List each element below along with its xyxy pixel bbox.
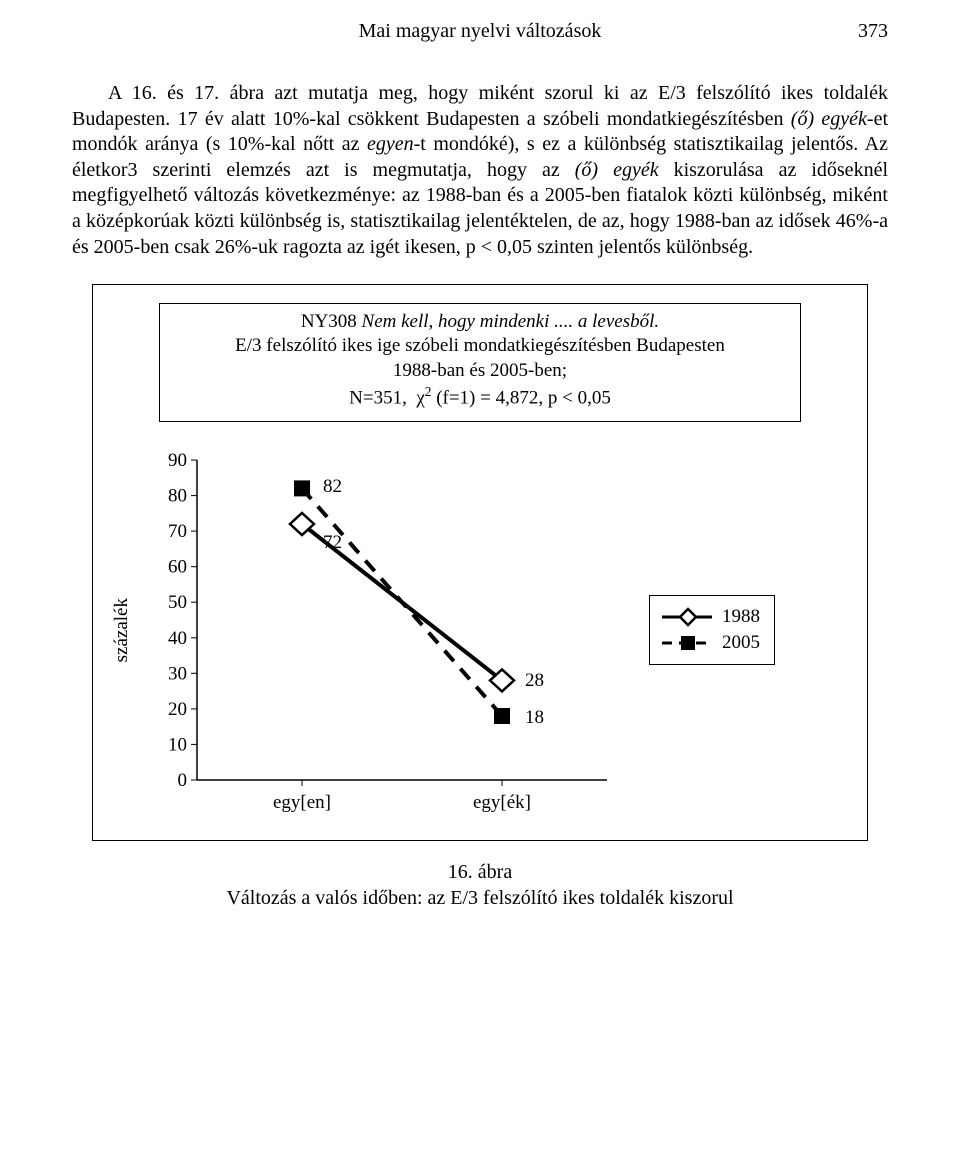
- chart-area: százalék 0 10 20 30 40 50 60 70 80 90: [111, 440, 849, 820]
- figure-title-line4: N=351, χ2 (f=1) = 4,872, p < 0,05: [170, 383, 790, 411]
- figure-caption-number: 16. ábra: [72, 859, 888, 885]
- ytick-0: 0: [178, 770, 188, 791]
- y-axis-label: százalék: [111, 598, 133, 662]
- ytick-80: 80: [168, 485, 187, 506]
- running-title: Mai magyar nyelvi változások: [359, 20, 602, 43]
- ytick-90: 90: [168, 450, 187, 471]
- value-label-28: 28: [525, 670, 544, 691]
- legend-label-2005: 2005: [722, 632, 760, 654]
- ytick-70: 70: [168, 521, 187, 542]
- body-paragraph: A 16. és 17. ábra azt mutatja meg, hogy …: [72, 81, 888, 260]
- figure-title-box: NY308 Nem kell, hogy mindenki .... a lev…: [159, 303, 801, 422]
- legend-item-1988: 1988: [660, 604, 760, 630]
- line-chart: 0 10 20 30 40 50 60 70 80 90 egy[en] egy: [137, 440, 637, 820]
- legend-label-1988: 1988: [722, 606, 760, 628]
- figure-caption-text: Változás a valós időben: az E/3 felszólí…: [72, 885, 888, 911]
- value-label-72: 72: [323, 532, 342, 553]
- ytick-20: 20: [168, 699, 187, 720]
- ytick-50: 50: [168, 592, 187, 613]
- figure-title-line3: 1988-ban és 2005-ben;: [170, 359, 790, 383]
- xtick-1: egy[ék]: [473, 792, 531, 813]
- legend: 1988 2005: [649, 595, 775, 665]
- ytick-60: 60: [168, 556, 187, 577]
- value-label-82: 82: [323, 476, 342, 497]
- ytick-40: 40: [168, 628, 187, 649]
- figure-title-prefix: NY308: [301, 311, 362, 332]
- ytick-30: 30: [168, 663, 187, 684]
- marker-2005-c0: [294, 480, 310, 496]
- marker-2005-c1: [494, 708, 510, 724]
- ytick-10: 10: [168, 734, 187, 755]
- xtick-0: egy[en]: [273, 792, 331, 813]
- figure-title-line2: E/3 felszólító ikes ige szóbeli mondatki…: [170, 334, 790, 358]
- figure-title-italic: Nem kell, hogy mindenki .... a levesből.: [362, 311, 660, 332]
- figure-caption: 16. ábra Változás a valós időben: az E/3…: [72, 859, 888, 911]
- legend-item-2005: 2005: [660, 630, 760, 656]
- figure-container: NY308 Nem kell, hogy mindenki .... a lev…: [92, 284, 868, 841]
- running-header: Mai magyar nyelvi változások 373: [72, 20, 888, 43]
- value-label-18: 18: [525, 707, 544, 728]
- page-number: 373: [858, 20, 888, 43]
